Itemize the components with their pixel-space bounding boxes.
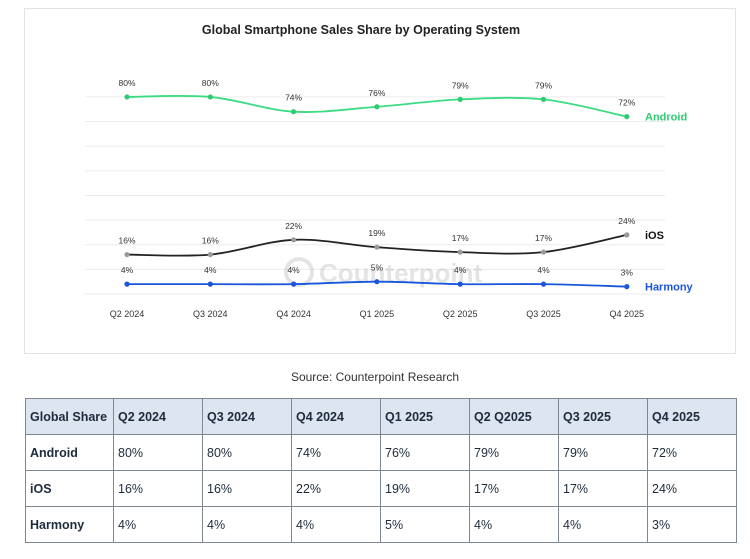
- table-header-cell: Q3 2024: [202, 398, 292, 435]
- table-header-cell: Q2 2024: [113, 398, 203, 435]
- table-header-cell: Global Share: [25, 398, 114, 435]
- ios-data-point: [374, 244, 380, 250]
- source-caption: Source: Counterpoint Research: [290, 370, 460, 384]
- harmony-series-label: Harmony: [645, 282, 694, 294]
- ios-data-label: 16%: [118, 236, 135, 246]
- harmony-data-label: 4%: [454, 265, 467, 275]
- harmony-data-point: [291, 281, 297, 287]
- line-chart: Global Smartphone Sales Share by Operati…: [85, 23, 694, 319]
- table-cell: 80%: [202, 434, 292, 471]
- x-tick-label: Q3 2024: [193, 309, 228, 319]
- table-header-cell: Q4 2025: [647, 398, 737, 435]
- x-tick-label: Q2 2025: [443, 309, 478, 319]
- android-data-point: [124, 94, 130, 100]
- table-cell: 17%: [469, 470, 559, 507]
- ios-data-label: 19%: [368, 228, 385, 238]
- ios-data-point: [207, 251, 213, 258]
- harmony-data-point: [540, 281, 547, 287]
- table-cell: 19%: [380, 470, 470, 507]
- harmony-data-point: [207, 281, 213, 287]
- table-header-cell: Q1 2025: [380, 398, 470, 435]
- android-data-label: 76%: [368, 88, 385, 98]
- ios-data-point: [124, 251, 130, 258]
- table-header-cell: Q2 Q2025: [469, 398, 559, 435]
- table-row-label: Harmony: [25, 506, 114, 543]
- android-data-point: [624, 114, 630, 120]
- table-cell: 22%: [291, 470, 381, 507]
- ios-data-label: 22%: [285, 221, 302, 231]
- ios-data-point: [457, 249, 463, 255]
- android-data-label: 74%: [285, 93, 302, 103]
- x-tick-label: Q2 2024: [110, 309, 145, 319]
- table-cell: 79%: [558, 434, 648, 471]
- x-tick-label: Q4 2025: [610, 309, 645, 319]
- harmony-data-label: 4%: [204, 265, 217, 275]
- table-header-cell: Q4 2024: [291, 398, 381, 435]
- table-cell: 74%: [291, 434, 381, 471]
- table-header-cell: Q3 2025: [558, 398, 648, 435]
- android-series-label: Android: [645, 112, 687, 124]
- table-cell: 76%: [380, 434, 470, 471]
- table-header-row: Global Share Q2 2024 Q3 2024 Q4 2024 Q1 …: [25, 398, 737, 435]
- table-row-label: Android: [25, 434, 114, 471]
- table-cell: 4%: [291, 506, 381, 543]
- android-data-label: 80%: [118, 78, 135, 88]
- table-cell: 3%: [647, 506, 737, 543]
- harmony-data-point: [374, 279, 380, 285]
- android-data-point: [207, 94, 213, 100]
- table-cell: 16%: [202, 470, 292, 507]
- table-row: Android 80% 80% 74% 76% 79% 79% 72%: [25, 434, 737, 471]
- chart-title: Global Smartphone Sales Share by Operati…: [202, 23, 520, 37]
- harmony-data-label: 4%: [537, 265, 550, 275]
- table-cell: 79%: [469, 434, 559, 471]
- ios-series-label: iOS: [645, 230, 664, 242]
- ios-data-label: 24%: [618, 216, 635, 226]
- table-cell: 16%: [113, 470, 203, 507]
- table-cell: 5%: [380, 506, 470, 543]
- android-data-label: 79%: [535, 80, 552, 90]
- ios-data-label: 16%: [202, 236, 219, 246]
- harmony-data-label: 4%: [287, 265, 300, 275]
- share-table: Global Share Q2 2024 Q3 2024 Q4 2024 Q1 …: [25, 398, 737, 543]
- table-row-label: iOS: [25, 470, 114, 507]
- harmony-data-label: 5%: [371, 263, 384, 273]
- android-data-point: [374, 104, 380, 110]
- watermark-logo-icon: [284, 257, 314, 287]
- android-data-label: 72%: [618, 98, 635, 108]
- android-data-label: 79%: [452, 80, 469, 90]
- ios-data-label: 17%: [535, 233, 552, 243]
- table-cell: 4%: [558, 506, 648, 543]
- table-row: iOS 16% 16% 22% 19% 17% 17% 24%: [25, 470, 737, 507]
- x-tick-label: Q3 2025: [526, 309, 561, 319]
- table-cell: 17%: [558, 470, 648, 507]
- android-data-point: [291, 109, 297, 115]
- table-cell: 24%: [647, 470, 737, 507]
- harmony-data-label: 3%: [621, 268, 634, 278]
- table-row: Harmony 4% 4% 4% 5% 4% 4% 3%: [25, 506, 737, 543]
- ios-data-point: [624, 232, 630, 238]
- harmony-data-point: [457, 281, 463, 287]
- x-tick-label: Q1 2025: [360, 309, 395, 319]
- table-cell: 72%: [647, 434, 737, 471]
- harmony-data-point: [124, 281, 130, 287]
- table-cell: 4%: [113, 506, 203, 543]
- android-data-point: [540, 96, 547, 102]
- ios-data-point: [291, 237, 297, 243]
- harmony-data-point: [624, 284, 630, 290]
- table-cell: 4%: [469, 506, 559, 543]
- x-tick-label: Q4 2024: [276, 309, 311, 319]
- ios-data-point: [540, 249, 547, 255]
- chart-frame: Global Smartphone Sales Share by Operati…: [24, 8, 736, 354]
- android-data-label: 80%: [202, 78, 219, 88]
- ios-data-label: 17%: [452, 233, 469, 243]
- harmony-data-label: 4%: [121, 265, 134, 275]
- android-data-point: [457, 96, 463, 102]
- table-cell: 80%: [113, 434, 203, 471]
- table-cell: 4%: [202, 506, 292, 543]
